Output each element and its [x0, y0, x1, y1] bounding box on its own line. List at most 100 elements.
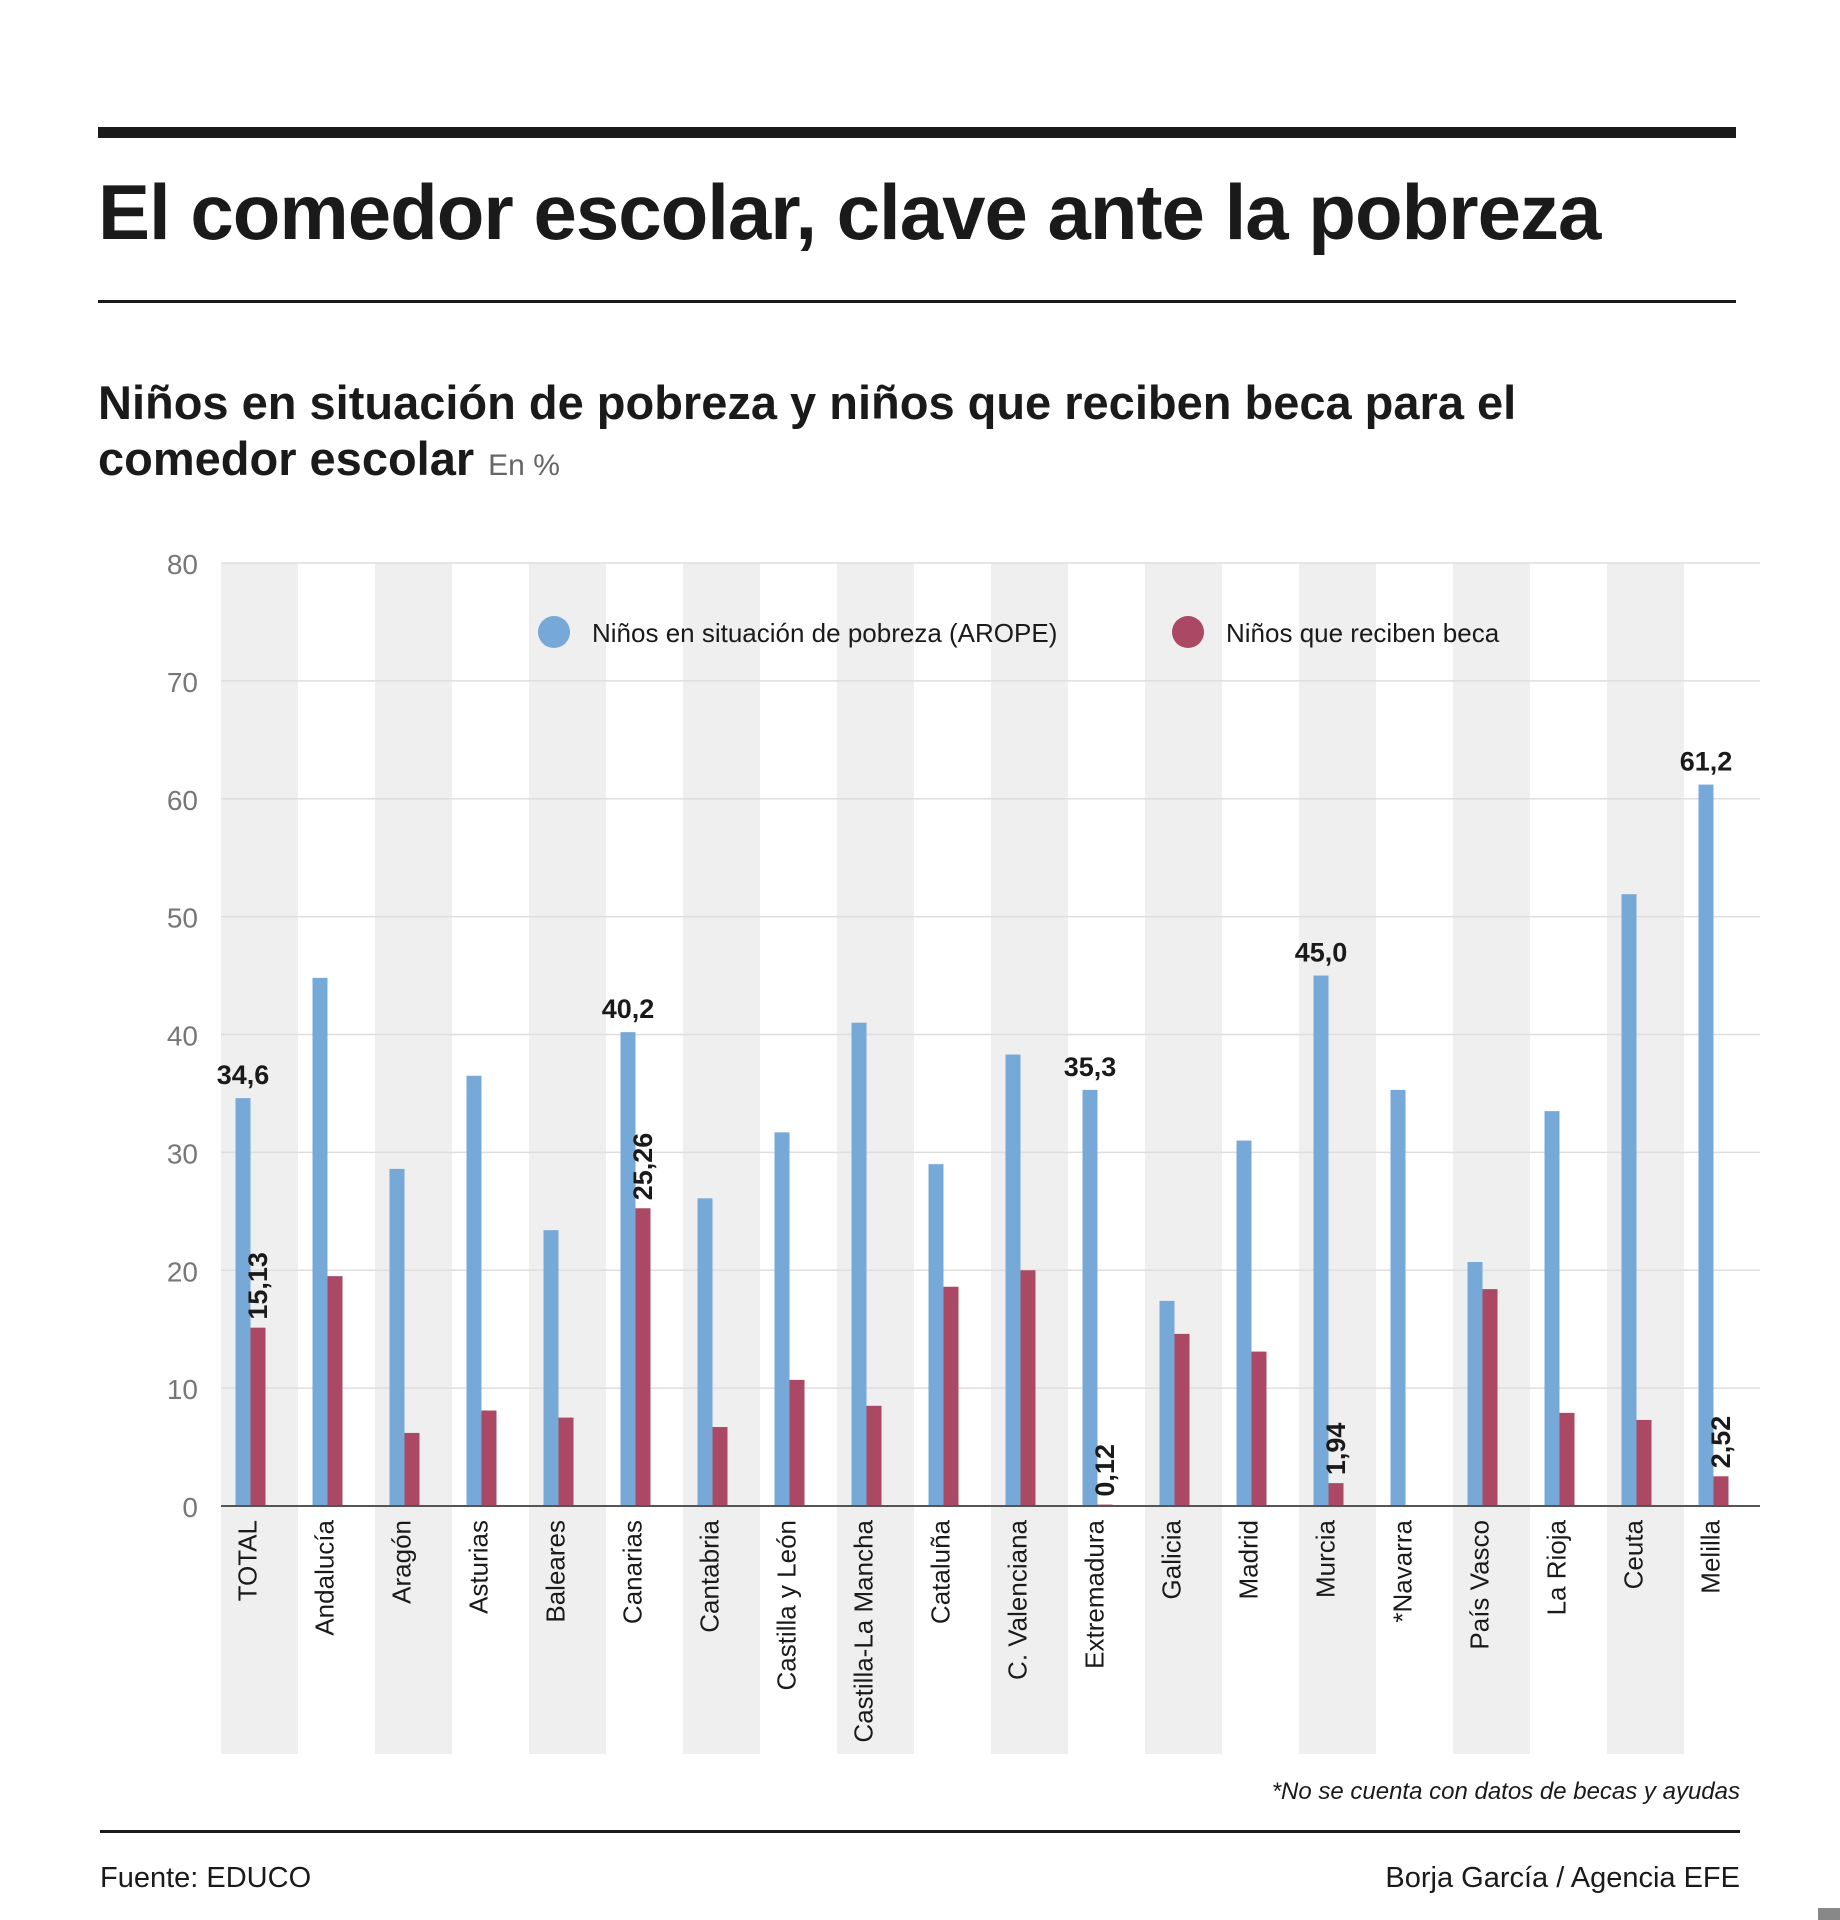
bar-poverty	[389, 1168, 405, 1506]
legend-label-poverty: Niños en situación de pobreza (AROPE)	[592, 618, 1057, 648]
bar-poverty	[1698, 784, 1714, 1506]
x-tick-label: Melilla	[1696, 1519, 1726, 1593]
bar-poverty	[466, 1075, 482, 1506]
x-tick-label: Andalucía	[310, 1519, 340, 1635]
x-tick-label: Ceuta	[1619, 1519, 1649, 1589]
legend-swatch-poverty	[538, 616, 570, 648]
x-tick-label: Cantabria	[695, 1519, 725, 1632]
bar-poverty	[1159, 1300, 1175, 1506]
data-label-scholarship: 15,13	[243, 1252, 273, 1320]
bar-scholarship	[866, 1405, 882, 1506]
y-tick-label: 80	[167, 549, 198, 580]
bar-scholarship	[1713, 1476, 1729, 1506]
bar-poverty	[1313, 975, 1329, 1506]
column-band	[1299, 563, 1376, 1754]
data-label-scholarship: 0,12	[1090, 1444, 1120, 1497]
column-band	[991, 563, 1068, 1754]
bar-scholarship	[789, 1379, 805, 1506]
data-labels: 34,6 15,13 40,2 25,26 35,3 0,12 45,0 1,94 61,2 2,…	[217, 747, 1736, 1497]
x-tick-label: Asturias	[464, 1520, 494, 1614]
data-label-scholarship: 1,94	[1321, 1423, 1351, 1476]
y-tick-label: 40	[167, 1021, 198, 1052]
bar-poverty	[1005, 1054, 1021, 1506]
x-tick-label: Baleares	[541, 1520, 571, 1623]
bar-poverty	[1467, 1261, 1483, 1506]
column-band	[1607, 563, 1684, 1754]
bar-scholarship	[712, 1427, 728, 1506]
column-band	[683, 563, 760, 1754]
bar-poverty	[851, 1022, 867, 1506]
bar-scholarship	[1482, 1289, 1498, 1506]
bar-scholarship	[1174, 1333, 1190, 1506]
data-label-poverty: 35,3	[1064, 1052, 1117, 1082]
bar-scholarship	[481, 1410, 497, 1506]
bar-poverty	[312, 977, 328, 1506]
legend-swatch-scholarship	[1172, 616, 1204, 648]
x-tick-label: País Vasco	[1465, 1520, 1495, 1650]
data-label-poverty: 40,2	[602, 994, 655, 1024]
legend-label-scholarship: Niños que reciben beca	[1226, 618, 1500, 648]
bar-scholarship	[327, 1276, 343, 1506]
data-label-scholarship: 25,26	[628, 1133, 658, 1201]
column-band	[529, 563, 606, 1754]
bar-poverty	[1621, 894, 1637, 1506]
bar-scholarship	[1636, 1419, 1652, 1506]
data-label-poverty: 61,2	[1680, 747, 1733, 777]
x-tick-label: Castilla-La Mancha	[849, 1519, 879, 1742]
x-tick-label: Extremadura	[1080, 1519, 1110, 1668]
bar-poverty	[1236, 1140, 1252, 1506]
x-tick-label: Aragón	[387, 1520, 417, 1604]
column-bands	[221, 563, 1684, 1754]
credit-text: Borja García / Agencia EFE	[1385, 1862, 1740, 1894]
bar-poverty	[774, 1132, 790, 1506]
unit-label: En %	[488, 449, 560, 482]
top-rule	[98, 127, 1736, 138]
bar-scholarship	[250, 1327, 266, 1506]
bar-scholarship	[1328, 1483, 1344, 1506]
bars	[235, 784, 1729, 1506]
footnote: *No se cuenta con datos de becas y ayuda…	[1271, 1778, 1740, 1805]
x-axis-labels: TOTAL Andalucía Aragón Asturias Baleares Cana…	[233, 1519, 1726, 1742]
data-label-poverty: 45,0	[1295, 938, 1348, 968]
y-tick-label: 60	[167, 785, 198, 816]
bar-poverty	[235, 1098, 251, 1506]
x-tick-label: Canarias	[618, 1520, 648, 1624]
x-tick-label: TOTAL	[233, 1520, 263, 1601]
y-tick-label: 20	[167, 1256, 198, 1287]
footer-divider	[100, 1830, 1740, 1833]
bar-poverty	[620, 1032, 636, 1506]
column-band	[221, 563, 298, 1754]
data-label-scholarship: 2,52	[1706, 1416, 1736, 1469]
bar-poverty	[1544, 1111, 1560, 1506]
chart-subtitle-text: Niños en situación de pobreza y niños qu…	[98, 376, 1517, 485]
bar-scholarship	[943, 1286, 959, 1506]
title-divider	[98, 300, 1736, 303]
bar-poverty	[1390, 1089, 1406, 1506]
bar-poverty	[1082, 1089, 1098, 1506]
column-band	[375, 563, 452, 1754]
column-band	[1145, 563, 1222, 1754]
bar-scholarship	[635, 1208, 651, 1506]
bar-poverty	[697, 1198, 713, 1506]
x-tick-label: C. Valenciana	[1003, 1519, 1033, 1679]
bar-poverty	[543, 1230, 559, 1506]
bar-chart: 0 10 20 30 40 50 60 70 80 34,6 15,13 40,2 25,26 35,3…	[167, 549, 1760, 1754]
x-tick-label: Castilla y León	[772, 1520, 802, 1691]
source-text: Fuente: EDUCO	[100, 1862, 312, 1894]
x-tick-label: Cataluña	[926, 1519, 956, 1624]
x-tick-label: Madrid	[1234, 1520, 1264, 1599]
x-tick-label: Galicia	[1157, 1519, 1187, 1599]
y-tick-label: 70	[167, 667, 198, 698]
x-tick-label: *Navarra	[1388, 1519, 1418, 1622]
bar-scholarship	[1020, 1270, 1036, 1506]
y-tick-label: 0	[182, 1492, 198, 1523]
data-label-poverty: 34,6	[217, 1060, 270, 1090]
bar-scholarship	[1251, 1351, 1267, 1506]
x-tick-label: La Rioja	[1542, 1519, 1572, 1615]
bar-scholarship	[404, 1432, 420, 1506]
y-tick-label: 50	[167, 903, 198, 934]
column-band	[1453, 563, 1530, 1754]
bar-scholarship	[558, 1417, 574, 1506]
y-tick-label: 30	[167, 1138, 198, 1169]
x-tick-label: Murcia	[1311, 1519, 1341, 1598]
